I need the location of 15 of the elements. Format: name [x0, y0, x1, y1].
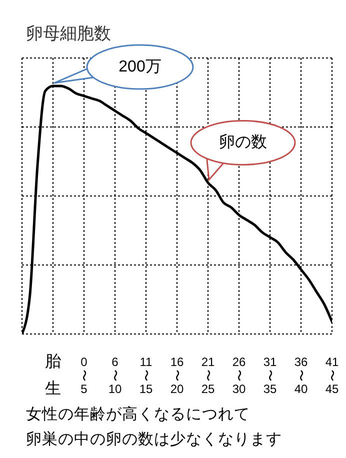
annotation: 卵の数	[219, 133, 267, 152]
x-tick-label: 11〜15	[139, 355, 153, 396]
x-tick-label: 26〜30	[232, 355, 246, 396]
x-tick-label: 41〜45	[325, 355, 339, 396]
annotation: 200万	[118, 58, 162, 76]
x-tick-label: 31〜35	[263, 355, 277, 396]
x-tick-label: 16〜20	[170, 355, 184, 396]
x-tick-label: 36〜40	[294, 355, 308, 396]
x-tick-label: 0〜5	[77, 355, 91, 396]
x-tick-label: 胎生	[45, 352, 61, 398]
x-tick-label: 6〜10	[108, 355, 122, 396]
text: 卵巣の中の卵の数は少なくなります	[26, 430, 282, 450]
chart-title: 卵母細胞数	[26, 23, 111, 45]
text: 女性の年齢が高くなるにつれて	[26, 405, 251, 425]
x-tick-label: 21〜25	[201, 355, 215, 396]
